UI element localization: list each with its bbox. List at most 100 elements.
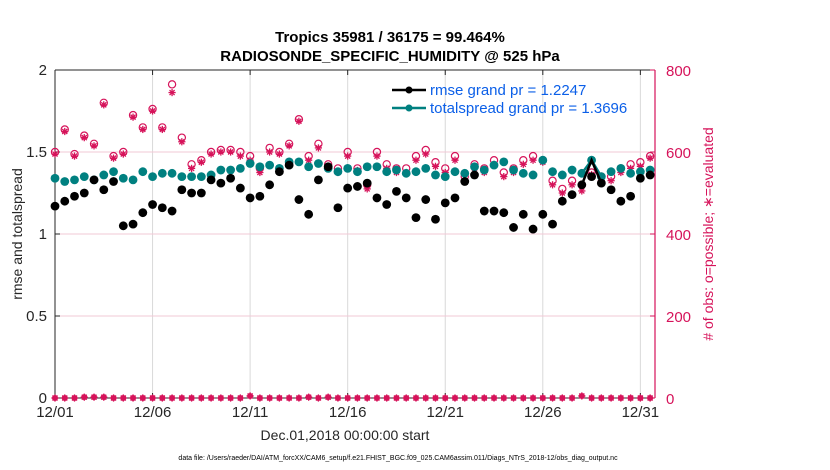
rmse-point-star — [51, 202, 59, 210]
rmse-point-star — [80, 189, 88, 197]
totalspread-point — [518, 168, 528, 178]
totalspread-point — [333, 167, 343, 177]
obs-bottom-asterisk — [227, 394, 235, 402]
rmse-point-star — [187, 189, 196, 197]
totalspread-point — [499, 157, 509, 167]
grid — [54, 70, 655, 398]
obs-evaluated-point — [51, 150, 59, 158]
obs-bottom-asterisk — [246, 392, 254, 400]
rmse-point-star — [148, 200, 157, 209]
obs-possible-point — [167, 80, 177, 89]
x-tick-label: 12/01 — [36, 404, 74, 421]
totalspread-point — [626, 168, 636, 178]
rmse-point-star — [402, 194, 410, 202]
totalspread-point — [392, 165, 401, 175]
obs-bottom-asterisk — [597, 394, 605, 402]
totalspread-point — [99, 170, 109, 180]
obs-evaluated-point — [519, 160, 527, 168]
obs-bottom-asterisk — [314, 394, 323, 402]
obs-bottom-asterisk — [266, 394, 274, 402]
y-tick-label: 2 — [39, 62, 47, 79]
rmse-point-star — [266, 181, 274, 189]
totalspread-point — [372, 162, 382, 172]
obs-evaluated-point — [119, 150, 127, 158]
rmse-point-star — [636, 174, 644, 182]
obs-bottom-asterisk — [90, 393, 98, 401]
obs-bottom-asterisk — [295, 394, 303, 402]
obs-evaluated-point — [109, 154, 118, 162]
rmse-point-star — [441, 199, 449, 207]
totalspread-point — [157, 168, 167, 178]
rmse-point-star — [207, 176, 215, 184]
obs-evaluated-point — [236, 152, 244, 160]
y-tick-label: 0.5 — [26, 308, 47, 325]
rmse-point-star — [500, 209, 508, 217]
rmse-point-star — [363, 179, 371, 187]
totalspread-point — [440, 172, 450, 182]
totalspread-point — [304, 162, 314, 172]
rmse-point-star — [548, 220, 557, 228]
obs-bottom-asterisk — [61, 394, 69, 402]
obs-evaluated-point — [178, 138, 186, 146]
totalspread-point — [118, 173, 128, 183]
rmse-point-star — [529, 225, 537, 233]
rmse-point-star — [461, 177, 469, 186]
obs-evaluated-point — [275, 150, 283, 158]
y-tick-label: 1.5 — [26, 144, 47, 161]
obs-evaluated-point — [61, 127, 69, 136]
obs-bottom-asterisk — [217, 394, 225, 402]
rmse-point-star — [305, 210, 313, 218]
obs-bottom-asterisk — [129, 394, 137, 402]
y-right-tick-label: 200 — [666, 309, 691, 326]
rmse-point-star — [617, 197, 625, 205]
obs-evaluated-point — [80, 134, 88, 142]
totalspread-point — [343, 164, 353, 173]
legend-label: rmse grand pr = 1.2247 — [430, 82, 586, 99]
obs-evaluated-point — [100, 101, 108, 109]
rmse-point-star — [129, 220, 137, 228]
rmse-point-star — [344, 184, 352, 192]
y-tick-label: 1 — [39, 226, 47, 243]
obs-evaluated-point — [285, 142, 293, 150]
rmse-point-star — [607, 186, 615, 194]
obs-evaluated-point — [207, 150, 215, 158]
totalspread-point — [528, 170, 538, 180]
totalspread-point — [421, 164, 431, 173]
legend-marker — [405, 86, 413, 94]
rmse-point-star — [568, 191, 576, 199]
rmse-point-star — [353, 182, 362, 191]
obs-evaluated-point — [412, 156, 420, 164]
obs-evaluated-point — [295, 117, 303, 125]
obs-bottom-asterisk — [587, 394, 596, 402]
rmse-point-star — [178, 186, 186, 194]
obs-evaluated-point — [578, 187, 586, 195]
rmse-point-star — [383, 200, 391, 209]
rmse-point-star — [578, 181, 586, 189]
rmse-point-star — [100, 186, 108, 194]
obs-bottom-asterisk — [285, 394, 293, 402]
y-right-tick-label: 800 — [666, 63, 691, 80]
obs-bottom-asterisk — [529, 394, 537, 402]
rmse-point-star — [158, 204, 166, 212]
obs-bottom-asterisk — [451, 394, 459, 402]
totalspread-point — [616, 164, 626, 173]
obs-evaluated-point — [529, 156, 537, 164]
obs-bottom-asterisk — [636, 394, 644, 402]
rmse-point-star — [61, 197, 69, 205]
legend-marker — [405, 104, 413, 112]
y-tick-label: 0 — [39, 390, 47, 407]
totalspread-point — [411, 167, 421, 177]
rmse-point-star — [217, 179, 225, 187]
obs-evaluated-point — [197, 158, 205, 166]
obs-evaluated-point — [500, 173, 508, 181]
obs-evaluated-point — [90, 142, 98, 150]
totalspread-point — [294, 157, 304, 167]
obs-evaluated-point — [422, 150, 430, 158]
obs-evaluated-point — [139, 125, 147, 134]
totalspread-point — [79, 172, 89, 182]
rmse-point-star — [587, 173, 596, 181]
obs-bottom-asterisk — [373, 394, 381, 402]
obs-bottom-asterisk — [646, 394, 654, 402]
obs-evaluated-point — [217, 148, 225, 156]
